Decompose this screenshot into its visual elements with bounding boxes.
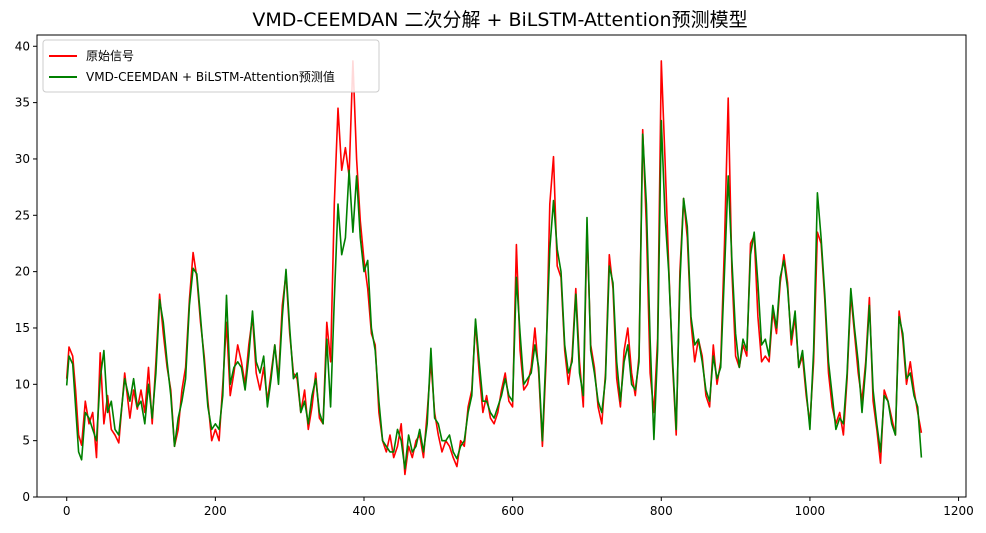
- y-tick-label: 40: [15, 39, 30, 53]
- x-tick-label: 1200: [943, 504, 974, 518]
- x-tick-label: 800: [650, 504, 673, 518]
- y-tick-label: 5: [22, 434, 30, 448]
- series-layer: [65, 60, 923, 476]
- y-axis: 0 5 10 15 20 25 30 35 40: [15, 39, 37, 504]
- y-tick-label: 15: [15, 321, 30, 335]
- y-tick-label: 25: [15, 208, 30, 222]
- x-axis: 0 200 400 600 800 1000 1200: [63, 497, 974, 518]
- legend: 原始信号 VMD-CEEMDAN + BiLSTM-Attention预测值: [42, 39, 380, 93]
- x-tick-label: 400: [353, 504, 376, 518]
- y-tick-label: 30: [15, 152, 30, 166]
- x-tick-label: 0: [63, 504, 71, 518]
- x-tick-label: 600: [501, 504, 524, 518]
- x-tick-label: 1000: [795, 504, 826, 518]
- x-tick-label: 200: [204, 504, 227, 518]
- y-tick-label: 20: [15, 265, 30, 279]
- y-tick-label: 0: [22, 490, 30, 504]
- legend-label-predicted: VMD-CEEMDAN + BiLSTM-Attention预测值: [86, 69, 335, 84]
- chart-title: VMD-CEEMDAN 二次分解 + BiLSTM-Attention预测模型: [252, 9, 747, 31]
- legend-label-original: 原始信号: [86, 49, 134, 63]
- series-line-predicted: [65, 119, 923, 470]
- legend-box: [42, 39, 380, 93]
- y-tick-label: 35: [15, 96, 30, 110]
- y-tick-label: 10: [15, 377, 30, 391]
